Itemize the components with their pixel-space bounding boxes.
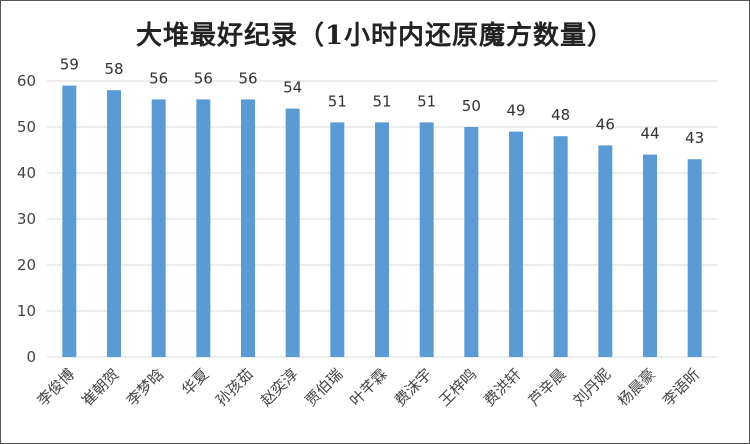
data-label: 58: [104, 60, 123, 78]
bars: [62, 85, 702, 358]
data-label: 54: [283, 79, 302, 97]
data-label: 48: [551, 106, 570, 124]
y-tick-label: 30: [17, 210, 36, 228]
bar: [509, 131, 523, 357]
data-label: 44: [640, 125, 659, 143]
bar: [553, 136, 568, 357]
data-label: 51: [372, 92, 391, 110]
data-label: 56: [238, 69, 257, 87]
chart-title: 大堆最好纪录（1小时内还原魔方数量）: [135, 21, 615, 51]
bar: [196, 99, 211, 358]
x-category-label: 刘丹妮: [570, 365, 615, 410]
y-tick-label: 10: [17, 302, 36, 320]
y-axis-ticks: 0 10 20 30 40 50 60: [17, 72, 36, 366]
x-category-label: 华夏: [178, 365, 212, 399]
bar: [330, 122, 345, 358]
data-label: 43: [685, 129, 704, 147]
x-category-label: 王梓鸣: [436, 365, 481, 410]
bar: [151, 99, 166, 358]
data-label: 56: [149, 69, 168, 87]
x-category-label: 贾伯瑞: [302, 365, 347, 410]
data-label: 50: [462, 97, 481, 115]
y-tick-label: 0: [26, 348, 36, 366]
data-label: 51: [417, 92, 436, 110]
bar: [241, 99, 255, 358]
x-category-label: 费沫宇: [391, 365, 436, 410]
bar: [598, 145, 613, 357]
x-category-label: 李梦晗: [123, 365, 168, 410]
bar: [62, 85, 77, 357]
data-label: 51: [328, 92, 347, 110]
bar: [643, 154, 657, 357]
data-label: 46: [596, 115, 615, 133]
x-category-label: 李语昕: [659, 365, 704, 410]
x-category-label: 李俊博: [34, 365, 79, 410]
data-label: 49: [506, 102, 525, 120]
x-axis-categories: 李俊博 崔朝贺 李梦晗 华夏 孙孩茹 赵奕淳 贾伯瑞 叶芊霖 费沫宇 王梓鸣 费洪轩 芦辛晨 刘丹妮 杨晨…: [34, 365, 704, 410]
y-tick-label: 50: [17, 118, 36, 136]
y-tick-label: 20: [17, 256, 36, 274]
x-category-label: 芦辛晨: [525, 365, 570, 410]
x-category-label: 孙孩茹: [212, 365, 257, 410]
y-tick-label: 40: [17, 164, 36, 182]
data-label: 59: [60, 56, 79, 74]
bar: [464, 127, 479, 357]
x-category-label: 赵奕淳: [257, 365, 302, 410]
data-label: 56: [194, 69, 213, 87]
bar: [107, 90, 121, 357]
x-category-label: 崔朝贺: [78, 365, 123, 410]
data-labels: 59 58 56 56 56 54 51 51 51 50 49 48 46 44 43: [60, 56, 704, 148]
bar: [285, 108, 300, 357]
bar: [375, 122, 389, 358]
x-category-label: 杨晨豪: [614, 365, 659, 410]
bar: [687, 159, 702, 357]
x-category-label: 费洪轩: [480, 365, 525, 410]
x-category-label: 叶芊霖: [346, 365, 391, 410]
bar: [419, 122, 434, 358]
y-tick-label: 60: [17, 72, 36, 90]
